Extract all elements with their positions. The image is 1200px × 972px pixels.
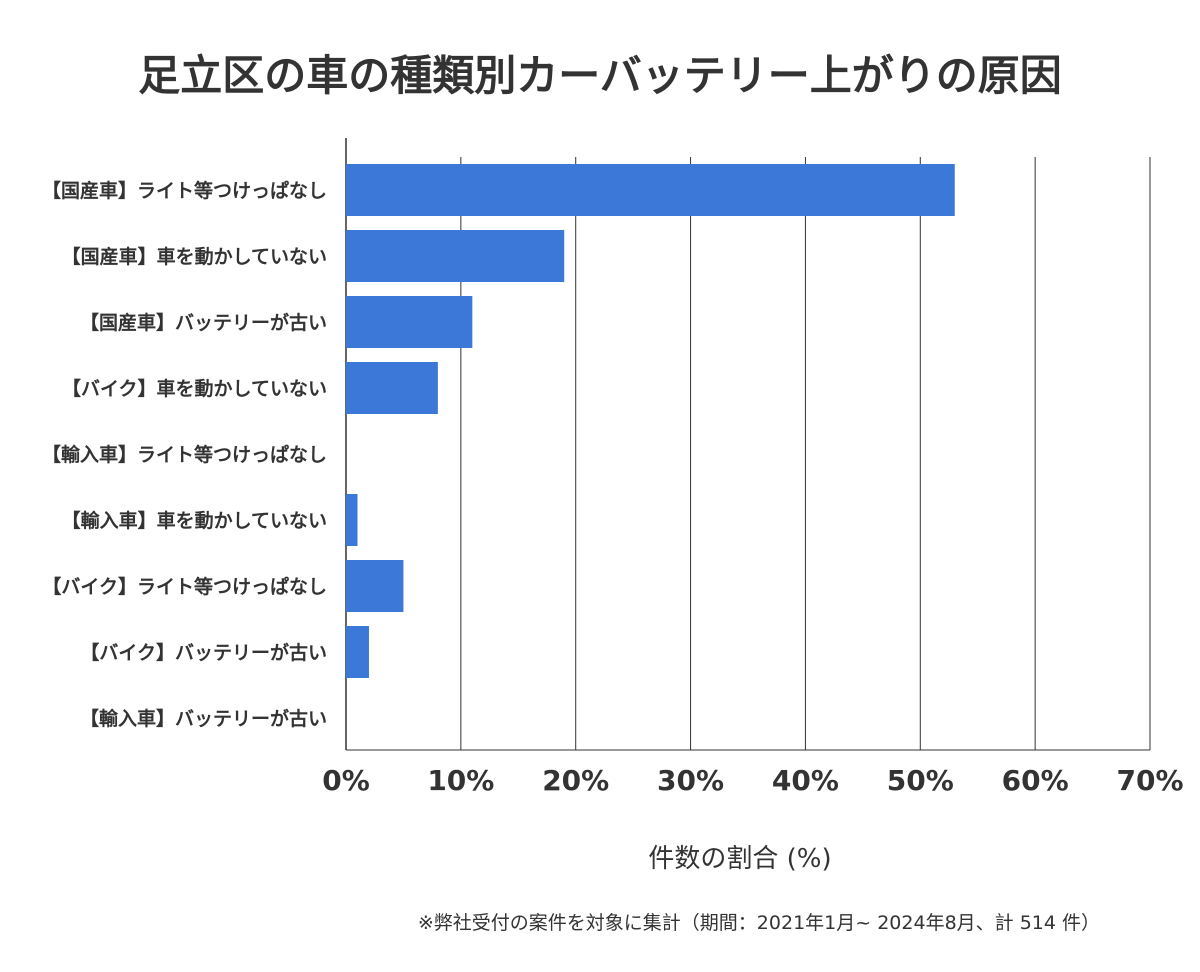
x-tick-label: 70% [1116, 764, 1183, 797]
y-category-label: 【輸入車】バッテリーが古い [80, 707, 327, 730]
x-tick-label: 20% [542, 764, 609, 797]
y-category-label: 【バイク】バッテリーが古い [80, 641, 327, 664]
x-tick-label: 0% [322, 764, 370, 797]
x-tick-label: 50% [887, 764, 954, 797]
x-axis-label: 件数の割合 (%) [648, 844, 832, 874]
x-tick-label: 30% [657, 764, 724, 797]
bar [346, 164, 955, 216]
chart-title: 足立区の車の種類別カーバッテリー上がりの原因 [138, 51, 1062, 100]
bar [346, 362, 438, 414]
bar [346, 560, 404, 612]
x-tick-label: 40% [772, 764, 839, 797]
y-category-label: 【国産車】ライト等つけっぱなし [42, 179, 327, 202]
y-category-label: 【国産車】バッテリーが古い [80, 311, 327, 334]
bar [346, 296, 473, 348]
y-category-label: 【国産車】車を動かしていない [62, 245, 327, 268]
bar [346, 626, 369, 678]
x-tick-label: 10% [427, 764, 494, 797]
bar [346, 230, 565, 282]
y-category-label: 【輸入車】ライト等つけっぱなし [42, 443, 327, 466]
footnote: ※弊社受付の案件を対象に集計（期間：2021年1月~ 2024年8月、計 514… [417, 912, 1100, 934]
y-category-label: 【バイク】車を動かしていない [62, 377, 327, 400]
y-category-label: 【バイク】ライト等つけっぱなし [42, 575, 327, 598]
x-tick-label: 60% [1002, 764, 1069, 797]
bar [346, 494, 358, 546]
y-category-label: 【輸入車】車を動かしていない [62, 509, 327, 532]
